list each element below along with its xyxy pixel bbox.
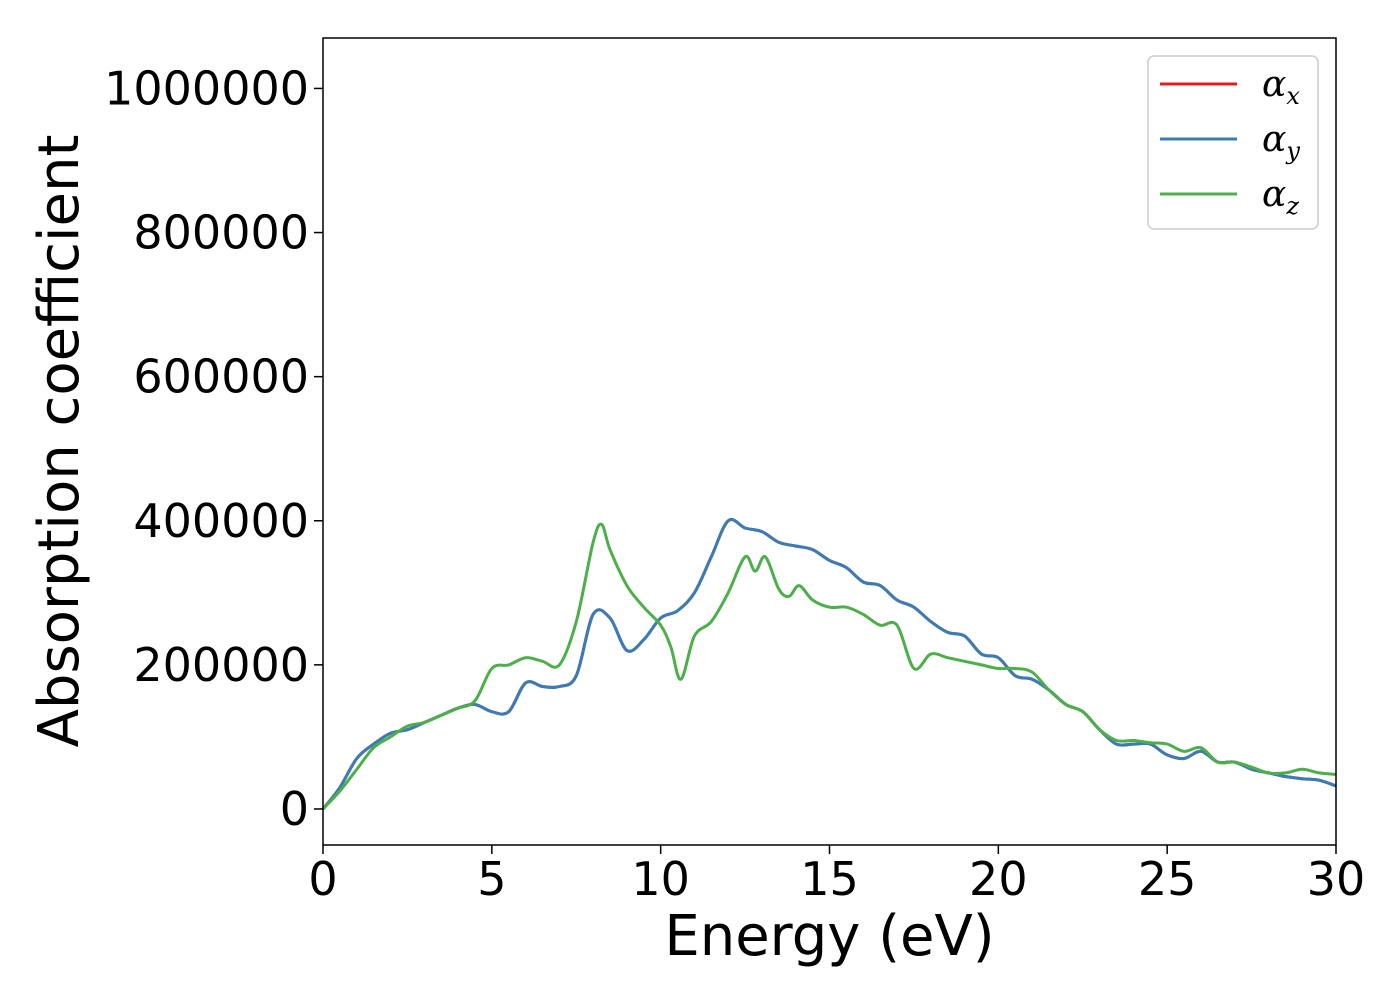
x-tick-label: 5 [477,852,506,906]
x-tick-label: 0 [308,852,337,906]
x-axis-title: Energy (eV) [664,904,994,969]
y-tick-label: 200000 [133,638,309,692]
x-tick-label: 20 [969,852,1028,906]
x-tick-label: 25 [1138,852,1197,906]
x-tick-label: 15 [800,852,859,906]
y-tick-label: 0 [280,782,309,836]
x-axis-ticks: 0 5 10 15 20 25 30 [308,845,1365,906]
y-tick-label: 600000 [133,350,309,404]
series-layer [321,518,1337,811]
series-line-z [321,522,1337,811]
legend-box [1147,55,1319,230]
y-tick-label: 1000000 [104,61,309,115]
series-line-y [321,518,1337,810]
y-axis-ticks: 0 200000 400000 600000 800000 1000000 [104,61,323,836]
y-axis-title: Absorption coefficient [27,135,92,748]
y-tick-label: 800000 [133,206,309,260]
y-tick-label: 400000 [133,494,309,548]
x-tick-label: 30 [1307,852,1366,906]
x-tick-label: 10 [631,852,690,906]
